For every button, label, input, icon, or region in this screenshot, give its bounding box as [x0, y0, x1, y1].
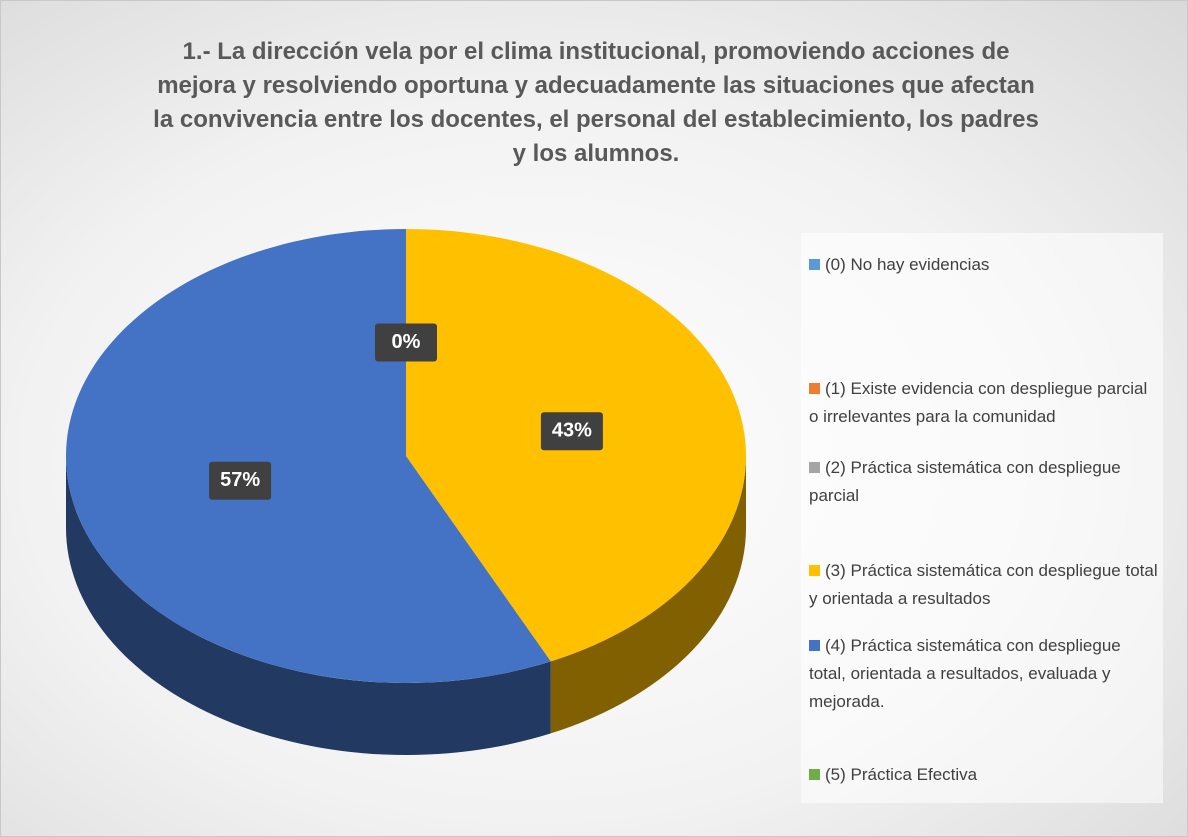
legend-label: (2) Práctica sistemática con despliegue … [809, 458, 1121, 505]
legend-item: (4) Práctica sistemática con despliegue … [809, 632, 1159, 716]
legend-label: (4) Práctica sistemática con despliegue … [809, 636, 1121, 711]
legend-item: (3) Práctica sistemática con despliegue … [809, 557, 1159, 613]
data-label: 43% [552, 420, 592, 442]
slice-side [66, 456, 551, 755]
legend-swatch [809, 769, 820, 780]
legend-item: (5) Práctica Efectiva [809, 761, 1159, 789]
data-label: 57% [220, 469, 260, 491]
legend-label: (0) No hay evidencias [825, 255, 990, 274]
legend-swatch [809, 462, 820, 473]
slice [65, 229, 551, 683]
data-label-box [209, 461, 272, 500]
data-label-box [375, 323, 437, 362]
legend-swatch [809, 383, 820, 394]
legend-swatch [809, 565, 820, 576]
slice-side [550, 456, 746, 734]
legend-swatch [809, 259, 820, 270]
legend-item: (1) Existe evidencia con despliegue parc… [809, 375, 1159, 431]
legend-item: (2) Práctica sistemática con despliegue … [809, 454, 1159, 510]
legend-item: (0) No hay evidencias [809, 251, 1159, 279]
legend-label: (3) Práctica sistemática con despliegue … [809, 561, 1158, 608]
data-label: 0% [392, 331, 421, 353]
chart-title: 1.- La dirección vela por el clima insti… [153, 38, 1039, 167]
data-label-box [540, 412, 603, 451]
legend-label: (5) Práctica Efectiva [825, 765, 978, 784]
legend-swatch [809, 640, 820, 651]
legend-label: (1) Existe evidencia con despliegue parc… [809, 379, 1148, 426]
legend: (0) No hay evidencias (1) Existe evidenci… [801, 233, 1163, 803]
